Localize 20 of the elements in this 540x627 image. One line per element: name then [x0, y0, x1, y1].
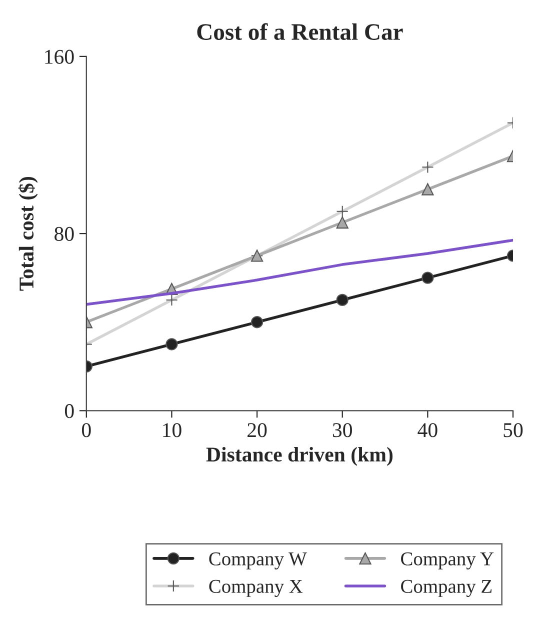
- x-tick-label: 40: [418, 423, 438, 438]
- legend-label: Company X: [209, 580, 303, 597]
- y-tick-label: 0: [64, 404, 74, 418]
- x-tick-label: 10: [163, 423, 182, 438]
- x-tick-label: 20: [248, 423, 267, 438]
- chart-title: Cost of a Rental Car: [197, 23, 403, 40]
- y-tick-label: 160: [45, 50, 74, 64]
- x-tick-label: 50: [504, 423, 523, 438]
- y-tick-label: 80: [54, 226, 74, 241]
- line-series: [86, 238, 513, 306]
- legend-label: Company W: [209, 552, 307, 570]
- x-tick-label: 0: [82, 423, 91, 438]
- point: [336, 216, 348, 229]
- x-axis-title: Distance driven (km): [206, 446, 393, 466]
- legend-label: Company Y: [401, 552, 494, 570]
- x-tick-label: 30: [332, 423, 352, 438]
- legend-label: Company Z: [401, 580, 492, 597]
- point: [250, 316, 264, 328]
- y-axis-title: Total cost ($): [18, 176, 38, 291]
- point: [336, 294, 348, 306]
